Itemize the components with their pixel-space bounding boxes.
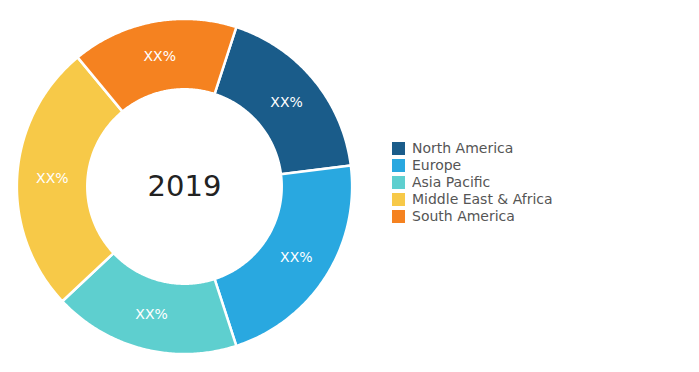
html-text:North America: North America <box>412 140 514 156</box>
svg-text:2019: 2019 <box>148 169 222 203</box>
svg-text:XX%: XX% <box>270 94 302 110</box>
svg-text:XX%: XX% <box>36 170 68 186</box>
html-text:Asia Pacific: Asia Pacific <box>412 174 491 190</box>
html-text:Middle East & Africa: Middle East & Africa <box>412 191 553 207</box>
html-text:South America: South America <box>412 208 515 224</box>
html-text:Europe: Europe <box>412 157 462 173</box>
svg-text:XX%: XX% <box>143 48 175 64</box>
svg-text:XX%: XX% <box>135 306 167 322</box>
svg-text:XX%: XX% <box>280 249 312 265</box>
